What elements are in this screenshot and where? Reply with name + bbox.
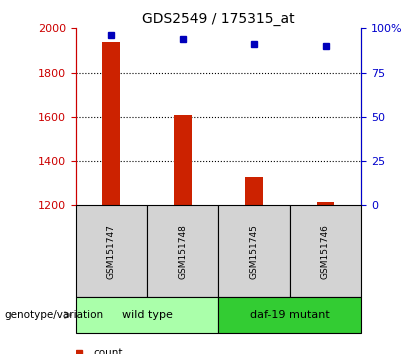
Bar: [218, 297, 361, 333]
Bar: [245, 177, 263, 205]
Bar: [147, 205, 218, 297]
Text: GSM151747: GSM151747: [107, 224, 116, 279]
Text: GSM151746: GSM151746: [321, 224, 330, 279]
Bar: [290, 205, 361, 297]
Text: genotype/variation: genotype/variation: [4, 310, 103, 320]
Text: count: count: [94, 348, 123, 354]
Title: GDS2549 / 175315_at: GDS2549 / 175315_at: [142, 12, 295, 26]
Bar: [218, 205, 290, 297]
Bar: [76, 205, 147, 297]
Bar: [102, 41, 120, 205]
Bar: [317, 202, 334, 205]
Text: GSM151748: GSM151748: [178, 224, 187, 279]
Text: daf-19 mutant: daf-19 mutant: [250, 310, 330, 320]
Text: wild type: wild type: [121, 310, 173, 320]
Text: GSM151745: GSM151745: [249, 224, 259, 279]
Bar: [76, 297, 218, 333]
Bar: [174, 115, 192, 205]
